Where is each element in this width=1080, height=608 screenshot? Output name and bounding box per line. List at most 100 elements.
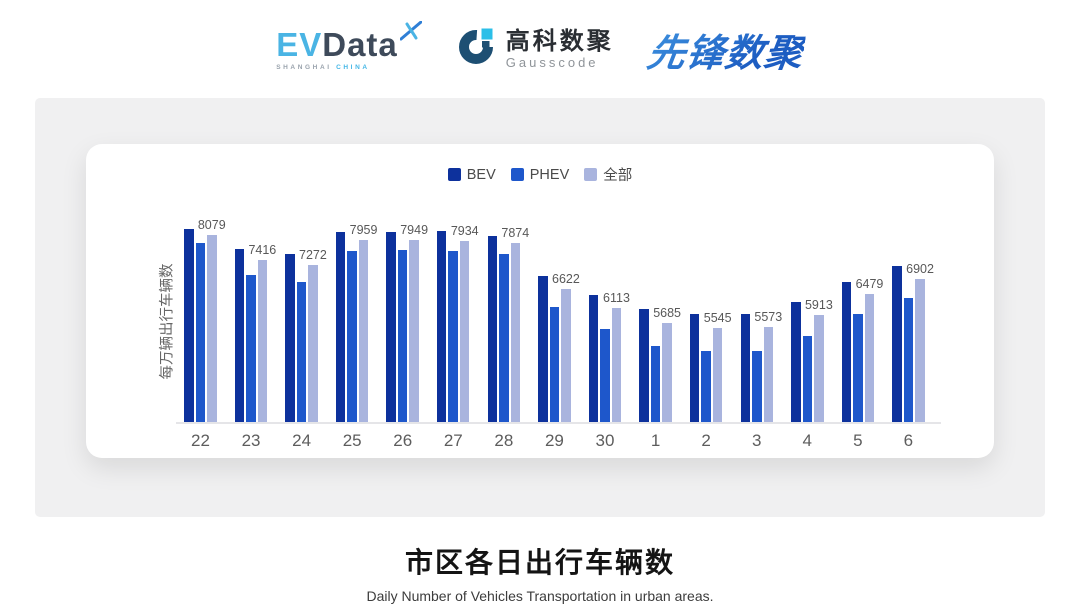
bar-all-6: 6902 — [906, 262, 934, 422]
bar-bev-6 — [892, 266, 902, 422]
bar-phev-1 — [650, 346, 661, 422]
bar-bev-28 — [487, 235, 498, 422]
x-axis-label-4: 4 — [802, 431, 812, 450]
bar-group-28: 7874 — [487, 226, 529, 422]
x-axis-label-22: 22 — [191, 431, 210, 450]
header: EV Data SHANGHAI CHINA 高科数聚 Gausscode — [0, 0, 1080, 98]
bar-all-4: 5913 — [805, 298, 833, 422]
bar-value-label-29: 6622 — [552, 271, 580, 286]
bar-value-label-30: 6113 — [603, 290, 630, 305]
bar-phev-4 — [802, 335, 813, 422]
bar-all-2: 5545 — [704, 311, 732, 422]
report-panel: BEV PHEV 全部 每万辆出行车辆数 8079 7416 7272 7959 7949 7… — [35, 98, 1045, 517]
legend-item-all[interactable]: 全部 — [584, 164, 632, 185]
bar-phev-3 — [752, 351, 762, 422]
bar-bev-26 — [386, 231, 396, 422]
legend-swatch-all — [584, 168, 598, 181]
bar-all-5: 6479 — [856, 277, 883, 422]
x-axis-label-26: 26 — [393, 431, 413, 450]
legend-label-phev: PHEV — [529, 166, 570, 183]
bar-phev-27 — [448, 251, 458, 422]
chart-title: 市区各日出行车辆数 — [404, 547, 675, 578]
chart-subtitle: Daily Number of Vehicles Transportation … — [366, 588, 714, 604]
bar-bev-25 — [335, 231, 346, 422]
bar-all-28: 7874 — [501, 226, 529, 422]
legend-label-bev: BEV — [466, 166, 496, 183]
bar-group-6: 6902 — [892, 262, 934, 422]
bar-value-label-26: 7949 — [400, 222, 429, 237]
bar-phev-29 — [549, 306, 560, 422]
legend-item-phev[interactable]: PHEV — [510, 166, 570, 183]
x-axis-label-25: 25 — [342, 431, 362, 450]
evdata-logo-data: Data — [322, 25, 398, 63]
bar-bev-24 — [285, 254, 295, 422]
bar-group-29: 6622 — [538, 272, 580, 422]
bar-value-label-6: 6902 — [906, 261, 934, 276]
y-axis-title: 每万辆出行车辆数 — [159, 263, 176, 380]
bar-all-27: 7934 — [451, 224, 479, 422]
bar-group-27: 7934 — [436, 224, 479, 422]
bar-phev-24 — [296, 281, 307, 422]
bar-value-label-24: 7272 — [299, 247, 327, 262]
bar-phev-25 — [347, 251, 357, 422]
x-axis-label-27: 27 — [443, 431, 463, 450]
bar-all-25: 7959 — [350, 223, 377, 422]
x-axis-label-2: 2 — [701, 431, 711, 450]
bar-all-24: 7272 — [299, 248, 327, 422]
bar-value-label-3: 5573 — [754, 310, 783, 325]
legend-swatch-phev — [510, 168, 524, 181]
bar-value-label-28: 7874 — [501, 225, 530, 240]
xianfeng-logo: 先锋数聚 — [644, 22, 808, 77]
bar-group-5: 6479 — [841, 277, 883, 422]
x-axis-label-23: 23 — [241, 431, 261, 450]
bar-phev-28 — [499, 253, 509, 422]
bar-all-1: 5685 — [653, 306, 681, 422]
bar-bev-1 — [639, 309, 649, 422]
x-axis-label-5: 5 — [853, 431, 863, 450]
bar-phev-30 — [600, 329, 610, 422]
evdata-logo-ev: EV — [276, 25, 323, 63]
bar-group-1: 5685 — [639, 306, 681, 422]
bar-bev-4 — [791, 302, 801, 422]
legend-item-bev[interactable]: BEV — [447, 166, 496, 183]
bar-group-4: 5913 — [791, 298, 833, 422]
bar-bev-27 — [436, 231, 447, 422]
bar-value-label-22: 8079 — [197, 218, 226, 233]
bar-phev-2 — [701, 351, 711, 422]
bar-value-label-27: 7934 — [450, 223, 479, 238]
gausscode-logo-cn: 高科数聚 — [505, 27, 614, 55]
bar-all-22: 8079 — [198, 218, 226, 422]
bar-phev-26 — [397, 250, 408, 422]
bar-bev-5 — [841, 281, 852, 422]
bar-all-29: 6622 — [552, 272, 580, 422]
bar-value-label-25: 7959 — [349, 222, 378, 237]
chart-legend: BEV PHEV 全部 — [86, 144, 994, 185]
x-axis-label-3: 3 — [751, 431, 762, 450]
bar-all-30: 6113 — [603, 291, 630, 422]
bar-all-23: 7416 — [248, 243, 276, 422]
x-axis-label-24: 24 — [292, 431, 312, 450]
bar-group-23: 7416 — [234, 243, 276, 422]
bar-group-2: 5545 — [689, 311, 732, 422]
bar-bev-2 — [689, 314, 700, 422]
legend-label-all: 全部 — [603, 168, 633, 184]
gausscode-logo-en: Gausscode — [505, 54, 599, 70]
bar-value-label-23: 7416 — [248, 242, 277, 257]
bar-value-label-2: 5545 — [703, 311, 732, 326]
evdata-spark-icon — [399, 20, 423, 45]
x-axis-labels: 22 23 24 25 26 27 28 29 30 1 2 3 4 5 6 — [176, 424, 941, 451]
chart-card: BEV PHEV 全部 每万辆出行车辆数 8079 7416 7272 7959 7949 7… — [86, 144, 994, 458]
bar-all-26: 7949 — [400, 223, 428, 422]
bar-bev-22 — [184, 229, 194, 422]
x-axis-label-1: 1 — [650, 431, 661, 450]
bar-phev-23 — [246, 275, 256, 422]
bar-group-24: 7272 — [285, 248, 327, 422]
bar-all-3: 5573 — [754, 310, 782, 422]
bar-phev-22 — [195, 242, 205, 422]
x-axis-label-6: 6 — [903, 431, 914, 450]
x-axis-label-28: 28 — [494, 431, 514, 450]
bar-bev-3 — [740, 313, 751, 422]
gausscode-ring-icon — [456, 27, 496, 72]
bar-phev-6 — [903, 297, 914, 422]
bar-group-26: 7949 — [386, 223, 428, 422]
